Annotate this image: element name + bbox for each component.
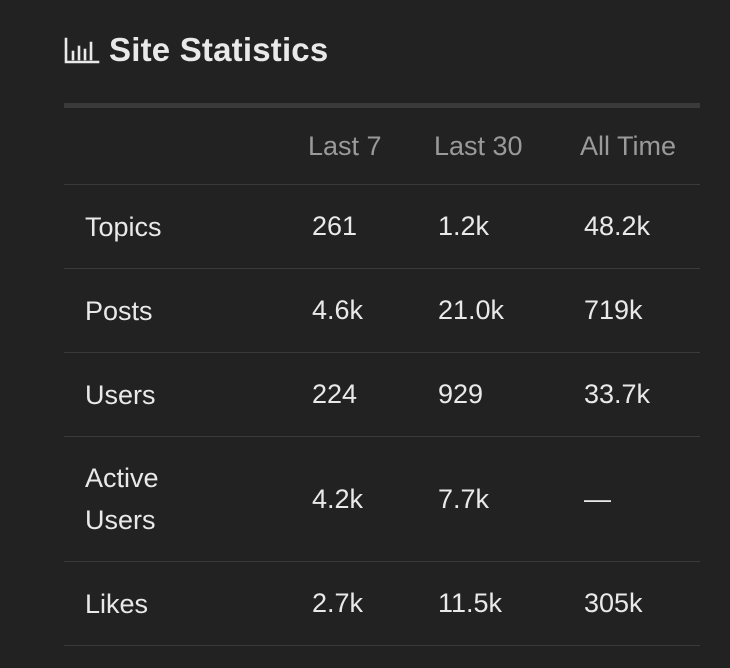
cell-all-time: 719k <box>560 268 700 353</box>
cell-all-time: 33.7k <box>560 352 700 437</box>
cell-last-30: 929 <box>414 352 560 437</box>
table-row: Posts 4.6k 21.0k 719k <box>64 268 700 353</box>
cell-last-30: 21.0k <box>414 268 560 353</box>
cell-last-7: 2.7k <box>288 561 414 646</box>
row-label: Likes <box>64 561 288 646</box>
column-header-last-30: Last 30 <box>414 105 560 185</box>
statistics-table: Last 7 Last 30 All Time Topics 261 1.2k … <box>64 103 700 646</box>
cell-last-30: 1.2k <box>414 184 560 269</box>
row-label: Active Users <box>64 436 288 562</box>
cell-last-7: 224 <box>288 352 414 437</box>
column-header-all-time: All Time <box>560 105 700 185</box>
cell-last-7: 4.2k <box>288 436 414 562</box>
column-header-last-7: Last 7 <box>288 105 414 185</box>
table-header-row: Last 7 Last 30 All Time <box>64 105 700 185</box>
cell-all-time: 48.2k <box>560 184 700 269</box>
row-label: Topics <box>64 184 288 269</box>
cell-last-30: 11.5k <box>414 561 560 646</box>
row-label: Users <box>64 352 288 437</box>
page-title: Site Statistics <box>109 31 329 68</box>
cell-last-30: 7.7k <box>414 436 560 562</box>
table-row: Active Users 4.2k 7.7k — <box>64 436 700 562</box>
section-header: Site Statistics <box>64 30 328 70</box>
column-header-label <box>64 105 288 185</box>
table-row: Likes 2.7k 11.5k 305k <box>64 561 700 646</box>
row-label: Posts <box>64 268 288 353</box>
cell-all-time: — <box>560 436 700 562</box>
table-row: Topics 261 1.2k 48.2k <box>64 184 700 269</box>
table-row: Users 224 929 33.7k <box>64 352 700 437</box>
cell-last-7: 4.6k <box>288 268 414 353</box>
cell-all-time: 305k <box>560 561 700 646</box>
bar-chart-icon <box>64 36 100 64</box>
cell-last-7: 261 <box>288 184 414 269</box>
